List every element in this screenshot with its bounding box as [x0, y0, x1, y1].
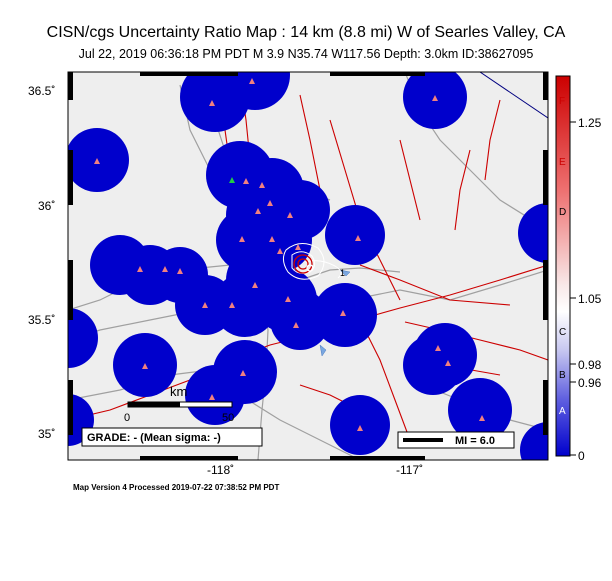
boundary-line	[479, 72, 548, 119]
grade-text: GRADE: - (Mean sigma: -)	[87, 432, 221, 444]
processed-footer: Map Version 4 Processed 2019-07-22 07:38…	[73, 483, 280, 492]
town-label: 1	[340, 268, 345, 278]
colorbar-value-0-96: 0.96	[578, 376, 602, 390]
lon-label-117: -117˚	[396, 463, 423, 477]
scale-bar: km 0 50	[124, 384, 234, 424]
colorbar-value-0-98: 0.98	[578, 358, 602, 372]
colorbar-value-0: 0	[578, 449, 585, 463]
scale-fifty: 50	[222, 412, 234, 424]
grade-box: GRADE: - (Mean sigma: -)	[81, 427, 263, 447]
magnitude-legend: MI = 6.0	[397, 431, 515, 449]
magnitude-legend-text: MI = 6.0	[455, 435, 495, 447]
lat-label-36-5: 36.5˚	[28, 84, 55, 98]
colorbar-value-1-05: 1.05	[578, 292, 602, 306]
event-info: Jul 22, 2019 06:36:18 PM PDT M 3.9 N35.7…	[78, 47, 534, 61]
map-frame	[67, 71, 549, 461]
map-title: CISN/cgs Uncertainty Ratio Map : 14 km (…	[46, 24, 566, 41]
colorbar-letter-c: C	[559, 327, 566, 338]
colorbar-letter-f: F	[559, 96, 565, 107]
reference-station-icon	[229, 177, 235, 183]
colorbar-value-1-25: 1.25	[578, 116, 602, 130]
seismic-stations	[94, 78, 485, 431]
scale-title: km	[170, 384, 187, 399]
colorbar-letter-e: E	[559, 157, 566, 168]
lat-label-36: 36˚	[38, 199, 55, 213]
lat-label-35-5: 35.5˚	[28, 313, 55, 327]
scale-zero: 0	[124, 412, 130, 424]
uncertainty-contours	[282, 243, 342, 280]
colorbar: F E D C B A 1.25 1.05 0.98 0.96 0	[555, 75, 602, 463]
colorbar-letter-b: B	[559, 370, 566, 381]
colorbar-letter-a: A	[559, 406, 566, 417]
epicenter-marker	[293, 254, 314, 274]
colorbar-letter-d: D	[559, 207, 566, 218]
lon-label-118: -118˚	[207, 463, 234, 477]
lat-label-35: 35˚	[38, 427, 55, 441]
station-coverage	[68, 72, 548, 460]
